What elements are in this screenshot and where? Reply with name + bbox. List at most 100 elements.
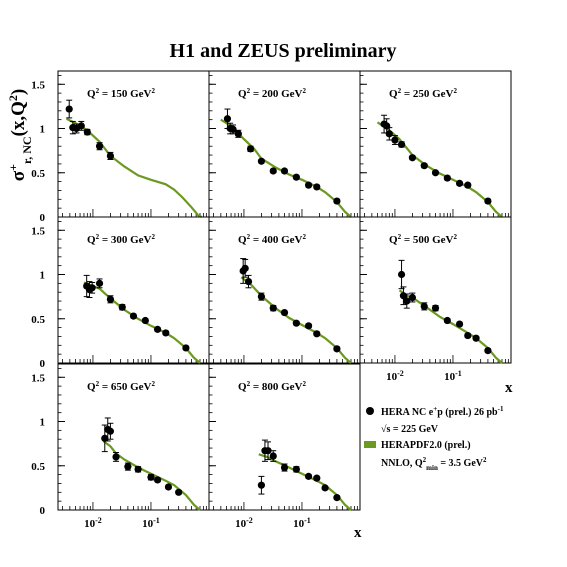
legend-data-label-mid: p (prel.) 26 pb [437,407,498,418]
panel-label: Q2 = 300 GeV2 [87,233,155,246]
data-point [464,331,472,340]
data-point [333,345,341,353]
y-axis-label-tail: (x,Q [8,101,29,136]
panel-7: 0 0.5 1 1.5 10-2 10-1 Q2 = 650 GeV2 [31,363,210,531]
data-point [280,167,289,175]
data-point [484,197,492,205]
data-point [257,293,266,301]
data-point [397,140,406,149]
x-tick-label: 10-1 [444,369,462,384]
legend-fit-detail-sup2: 2 [483,456,487,464]
data-point [223,115,232,123]
data-point [234,130,242,138]
data-point [391,136,399,144]
fit-curve [376,121,503,218]
panel-label: Q2 = 800 GeV2 [238,380,306,393]
panel-label: Q2 = 250 GeV2 [389,87,457,100]
data-point [455,320,464,328]
data-point [106,295,115,303]
legend-fit-swatch [364,441,376,448]
data-point [431,169,440,177]
data-point [408,293,417,302]
y-tick-label: 1.5 [31,79,45,91]
y-tick-label: 0 [40,358,46,370]
data-point [313,183,321,191]
legend-data-marker [366,407,374,415]
data-point [455,179,464,187]
y-tick-label: 1 [40,124,46,136]
y-tick-label: 0 [40,212,46,224]
svg-text:σ+r, NC(x,Q2): σ+r, NC(x,Q2) [6,89,34,181]
panel-4: 0 0.5 1 1.5 Q2 = 300 GeV2 [31,216,210,370]
data-point [147,473,155,481]
legend-data-label-sup2: -1 [498,405,504,413]
y-axis-label-tail-sup: 2 [6,95,20,101]
y-axis-label-main: σ [8,170,29,181]
data-point [269,167,277,175]
y-axis-label-tail-end: ) [8,89,29,95]
data-point [112,453,120,461]
data-point [153,325,162,333]
y-tick-label: 1 [40,270,46,282]
panel-8: 10-2 10-1 Q2 = 800 GeV2 [208,363,361,531]
y-tick-label: 1.5 [31,372,45,384]
data-point [269,452,277,460]
x-axis-label-right: x [505,380,513,396]
data-point [304,181,313,189]
y-tick-label: 1 [40,417,46,429]
y-tick-label: 0.5 [31,168,45,180]
data-point [443,174,451,182]
data-point [118,303,126,311]
panel-label: Q2 = 500 GeV2 [389,233,457,246]
data-point [162,329,170,337]
data-point [95,279,104,287]
data-point [106,427,115,435]
data-point [106,152,115,160]
data-point [88,284,96,292]
data-point [333,494,341,502]
legend: HERA NC e+p (prel.) 26 pb-1 √s = 225 GeV… [364,405,504,472]
legend-fit-detail: NNLO, Q [381,458,423,469]
legend-sqrt-s: √s = 225 GeV [381,424,439,435]
x-tick-label: 10-2 [84,516,102,531]
y-tick-label: 0.5 [31,314,45,326]
x-tick-label: 10-1 [142,516,160,531]
data-point [292,465,300,473]
y-axis-label-sup: + [6,164,20,171]
x-tick-label: 10-1 [293,516,311,531]
data-point [472,334,480,342]
svg-text:HERA NC e+p (prel.) 26 pb-1: HERA NC e+p (prel.) 26 pb-1 [381,405,504,418]
data-point [443,316,451,325]
panel-1: 0 0.5 1 1.5 Q2 = 150 GeV2 [31,70,210,224]
data-point [397,270,406,279]
data-point [403,297,411,305]
chart-title: H1 and ZEUS preliminary [170,40,397,62]
data-point [464,181,472,189]
data-point [333,197,341,205]
x-tick-label: 10-2 [386,369,404,384]
data-point [101,434,109,442]
panel-label: Q2 = 200 GeV2 [238,87,306,100]
data-point [229,125,237,133]
panel-label: Q2 = 400 GeV2 [238,233,306,246]
data-point [257,481,266,489]
data-point [124,463,132,471]
legend-data-label: HERA NC e [381,407,434,418]
fit-curve [258,453,352,511]
data-point [304,472,313,480]
legend-fit-detail-sup: 2 [423,456,427,464]
data-point [431,304,440,312]
data-point [292,173,300,181]
data-point [182,344,190,352]
y-tick-label: 1.5 [31,225,45,237]
svg-text:NNLO, Q2min = 3.5 GeV2: NNLO, Q2min = 3.5 GeV2 [381,456,487,472]
data-point [153,476,162,484]
x-axis-label-bottom: x [354,525,362,541]
panel-3: Q2 = 250 GeV2 [359,70,512,218]
legend-fit-detail-end: = 3.5 GeV [438,458,484,469]
x-tick-label: 10-2 [235,516,253,531]
legend-fit-detail-sub: min [426,464,438,472]
data-point [408,154,417,162]
y-axis-label-sub: r, NC [20,136,34,164]
